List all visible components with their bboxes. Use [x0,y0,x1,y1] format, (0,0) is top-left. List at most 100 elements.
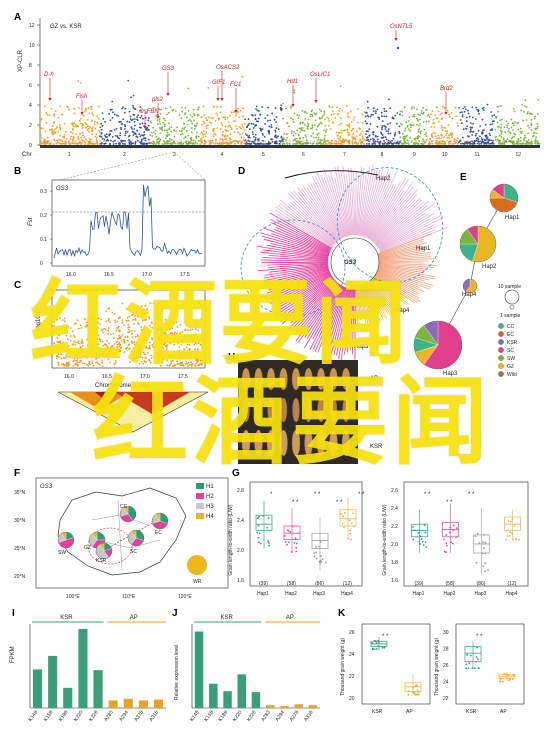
snp-point [59,142,62,145]
snp-point [431,142,434,145]
snp-point [321,117,323,119]
snp-point [86,129,89,131]
snp-point [65,142,67,145]
snp-point [491,115,494,117]
data-point [484,570,486,573]
snp-point [477,129,480,132]
snp-point [158,118,161,121]
tree-branch [362,278,385,321]
assoc-point [133,330,136,332]
snp-point [54,131,57,134]
tree-branch [271,233,330,254]
tree-branch [355,175,359,236]
assoc-point [75,362,78,365]
data-point [412,526,414,528]
snp-point [271,140,274,143]
snp-point [313,112,316,115]
snp-point [201,141,204,144]
tree-branch [361,278,381,322]
snp-point [192,108,195,111]
snp-point [109,133,112,136]
snp-point [311,115,314,118]
legend-label: KSR [507,340,518,346]
watermark-bottom: 红酒要闻 [92,366,492,478]
snp-point [81,122,84,125]
snp-point [335,143,338,145]
tree-branch [371,186,414,241]
snp-point [500,133,503,135]
snp-point [80,82,82,84]
snp-point [235,114,238,117]
snp-point [51,125,54,128]
assoc-point [173,333,176,336]
data-point [295,546,298,549]
significance-stars: * [270,492,273,498]
tree-branch [336,288,351,356]
assoc-point [56,341,59,343]
snp-point [193,127,196,130]
tree-branch [361,169,381,237]
snp-point [168,122,170,125]
snp-point [402,136,405,138]
snp-point [296,129,299,132]
snp-point [331,106,334,108]
snp-point [96,115,98,117]
snp-point [476,108,479,111]
snp-point [440,118,443,121]
gene-label: FC1 [230,82,241,88]
data-point [499,680,502,683]
snp-point [455,115,458,118]
snp-point [312,136,315,139]
snp-point [530,124,532,126]
snp-point [187,119,190,122]
snp-point [410,107,413,110]
tree-branch [287,192,337,243]
snp-point [250,143,253,145]
snp-point [277,128,280,131]
snp-point [536,122,539,125]
data-point [445,542,448,545]
assoc-point [61,319,64,321]
gene-arrowhead [143,126,147,129]
assoc-point [169,355,172,357]
snp-point [391,117,394,119]
snp-point [341,109,344,112]
tree-branch [371,267,430,290]
panel-b-label: B [14,166,21,177]
data-point [424,541,427,544]
assoc-point [160,330,163,333]
tree-branch [269,264,329,273]
assoc-point [143,338,145,340]
snp-point [298,127,301,130]
snp-point [127,79,130,82]
snp-point [420,142,423,145]
assoc-point [95,361,97,364]
assoc-point [53,320,56,323]
snp-point [225,141,227,144]
snp-point [508,131,511,134]
snp-point [384,136,387,139]
assoc-point [140,342,143,345]
snp-point [488,132,491,135]
snp-point [347,112,349,115]
tree-branch [314,175,345,238]
ytick-label: 22 [349,674,355,680]
chromosome-label: 8 [381,152,384,158]
snp-point [279,107,282,109]
snp-point [138,133,141,136]
snp-point [525,119,528,121]
snp-point [437,110,440,113]
snp-point [296,114,299,116]
data-point [442,538,445,541]
snp-point [70,131,72,134]
snp-point [124,130,127,133]
snp-point [120,140,123,143]
assoc-point [148,341,151,344]
assoc-point [162,347,164,349]
snp-point [46,113,49,116]
panel-e-hap4: Hap4 [462,292,477,298]
data-point [466,653,468,656]
legend-label: SC [507,348,514,354]
snp-point [466,142,468,145]
snp-point [336,113,339,116]
